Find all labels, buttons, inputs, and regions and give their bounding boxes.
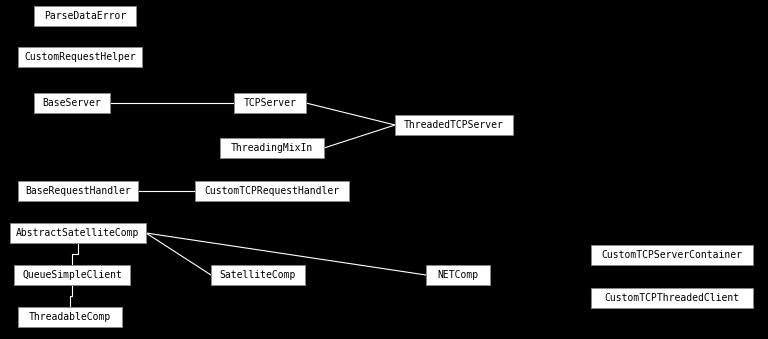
FancyBboxPatch shape (18, 181, 138, 201)
Text: ThreadedTCPServer: ThreadedTCPServer (404, 120, 504, 130)
FancyBboxPatch shape (211, 265, 305, 285)
Text: NETComp: NETComp (438, 270, 478, 280)
Text: ThreadableComp: ThreadableComp (29, 312, 111, 322)
Text: BaseRequestHandler: BaseRequestHandler (25, 186, 131, 196)
Text: AbstractSatelliteComp: AbstractSatelliteComp (16, 228, 140, 238)
FancyBboxPatch shape (220, 138, 324, 158)
FancyBboxPatch shape (14, 265, 130, 285)
FancyBboxPatch shape (10, 223, 146, 243)
Text: ParseDataError: ParseDataError (44, 11, 126, 21)
FancyBboxPatch shape (591, 288, 753, 308)
FancyBboxPatch shape (395, 115, 513, 135)
FancyBboxPatch shape (18, 47, 142, 67)
FancyBboxPatch shape (591, 245, 753, 265)
FancyBboxPatch shape (34, 93, 110, 113)
FancyBboxPatch shape (18, 307, 122, 327)
Text: CustomTCPRequestHandler: CustomTCPRequestHandler (204, 186, 339, 196)
FancyBboxPatch shape (195, 181, 349, 201)
Text: CustomRequestHelper: CustomRequestHelper (24, 52, 136, 62)
FancyBboxPatch shape (426, 265, 490, 285)
FancyBboxPatch shape (34, 6, 136, 26)
FancyBboxPatch shape (234, 93, 306, 113)
Text: CustomTCPThreadedClient: CustomTCPThreadedClient (604, 293, 740, 303)
Text: ThreadingMixIn: ThreadingMixIn (231, 143, 313, 153)
Text: TCPServer: TCPServer (243, 98, 296, 108)
Text: QueueSimpleClient: QueueSimpleClient (22, 270, 122, 280)
Text: SatelliteComp: SatelliteComp (220, 270, 296, 280)
Text: BaseServer: BaseServer (43, 98, 101, 108)
Text: CustomTCPServerContainer: CustomTCPServerContainer (601, 250, 743, 260)
